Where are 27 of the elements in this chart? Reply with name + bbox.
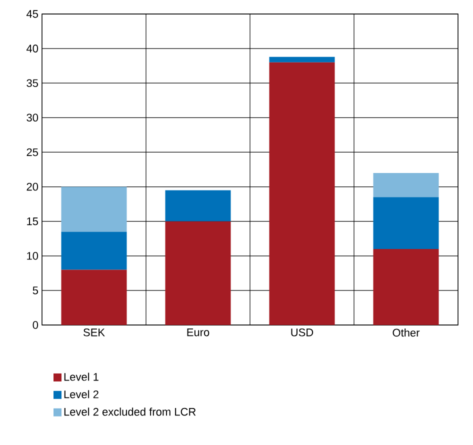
legend-label: Level 1 bbox=[64, 372, 98, 381]
x-tick-label: USD bbox=[291, 328, 314, 336]
bar bbox=[165, 190, 231, 222]
bar bbox=[61, 186, 127, 232]
bar bbox=[61, 270, 127, 325]
bar bbox=[269, 62, 335, 325]
bar bbox=[61, 232, 127, 270]
y-tick-label: 30 bbox=[26, 114, 38, 122]
y-tick-label: 45 bbox=[26, 10, 38, 18]
y-tick-label: 5 bbox=[32, 286, 38, 294]
y-tick-label: 35 bbox=[26, 79, 38, 88]
legend-label: Level 2 bbox=[64, 390, 98, 398]
y-tick-label: 25 bbox=[26, 148, 38, 156]
bar bbox=[165, 221, 231, 325]
x-tick-label: SEK bbox=[83, 328, 105, 336]
bar bbox=[373, 172, 439, 198]
y-tick-label: 10 bbox=[27, 252, 38, 260]
y-tick-label: 15 bbox=[27, 218, 38, 226]
bar bbox=[269, 56, 335, 62]
bar bbox=[373, 248, 439, 325]
x-tick-label: Other bbox=[392, 328, 420, 337]
bar bbox=[373, 197, 439, 249]
y-tick-label: 20 bbox=[26, 182, 38, 191]
y-tick-label: 40 bbox=[26, 44, 38, 52]
y-tick-label: 0 bbox=[32, 321, 38, 329]
legend-label: Level 2 excluded from LCR bbox=[64, 408, 196, 416]
x-tick-label: Euro bbox=[187, 328, 210, 336]
